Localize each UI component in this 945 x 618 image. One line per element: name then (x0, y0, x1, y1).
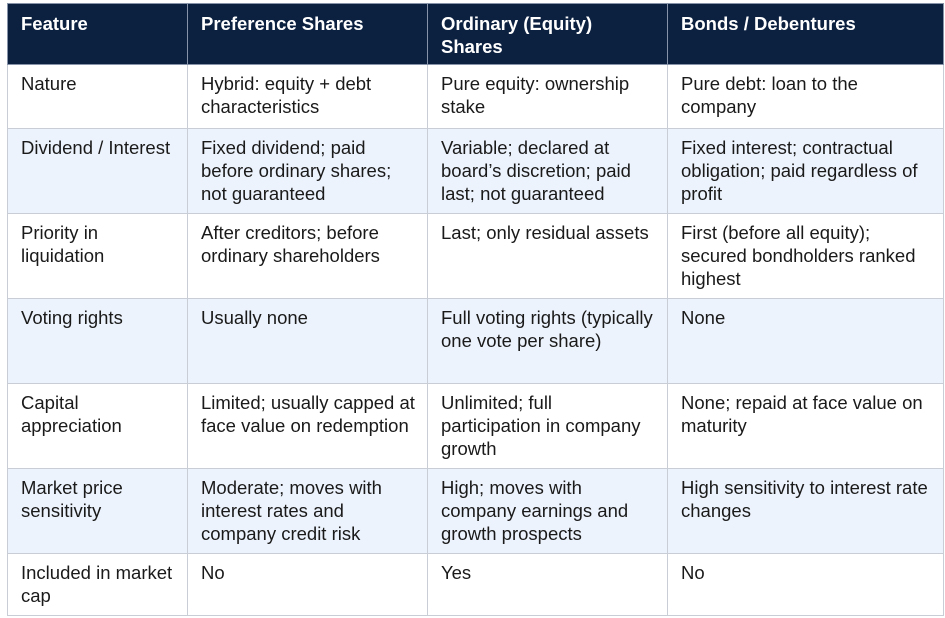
table-container: Feature Preference Shares Ordinary (Equity… (7, 3, 944, 616)
table-cell: Variable; declared at board’s discretion… (427, 128, 668, 214)
table-cell: Last; only residual assets (427, 213, 668, 299)
header-cell: Feature (7, 3, 188, 65)
table-cell: Yes (427, 553, 668, 616)
table-cell: No (667, 553, 944, 616)
table-cell: Unlimited; full participation in company… (427, 383, 668, 469)
row-label: Included in market cap (7, 553, 188, 616)
row-label: Market price sensitivity (7, 468, 188, 554)
row-label: Capital appreciation (7, 383, 188, 469)
table-cell: High; moves with company earnings and gr… (427, 468, 668, 554)
table-cell: After creditors; before ordinary shareho… (187, 213, 428, 299)
table-cell: Moderate; moves with interest rates and … (187, 468, 428, 554)
row-label: Nature (7, 64, 188, 129)
header-row: Feature Preference Shares Ordinary (Equity… (7, 3, 944, 65)
table-cell: Usually none (187, 298, 428, 384)
table-cell: High sensitivity to interest rate change… (667, 468, 944, 554)
table-cell: Fixed dividend; paid before ordinary sha… (187, 128, 428, 214)
table-cell: Fixed interest; contractual obligation; … (667, 128, 944, 214)
table-row: Priority in liquidation After creditors; … (7, 213, 944, 299)
table-cell: No (187, 553, 428, 616)
table-head: Feature Preference Shares Ordinary (Equity… (7, 3, 944, 65)
table-row: Voting rights Usually none Full voting rig… (7, 298, 944, 384)
header-cell: Ordinary (Equity) Shares (427, 3, 668, 65)
table-row: Nature Hybrid: equity + debt characterist… (7, 64, 944, 129)
table-cell: Limited; usually capped at face value on… (187, 383, 428, 469)
table-cell: None; repaid at face value on maturity (667, 383, 944, 469)
header-cell: Bonds / Debentures (667, 3, 944, 65)
row-label: Voting rights (7, 298, 188, 384)
row-label: Dividend / Interest (7, 128, 188, 214)
table-cell: Full voting rights (typically one vote p… (427, 298, 668, 384)
table-cell: Hybrid: equity + debt characteristics (187, 64, 428, 129)
comparison-table: Feature Preference Shares Ordinary (Equity… (7, 3, 944, 616)
table-row: Market price sensitivity Moderate; moves … (7, 468, 944, 554)
table-body: Nature Hybrid: equity + debt characterist… (7, 64, 944, 616)
table-row: Included in market cap No Yes No (7, 553, 944, 616)
table-cell: Pure equity: ownership stake (427, 64, 668, 129)
table-cell: Pure debt: loan to the company (667, 64, 944, 129)
table-row: Dividend / Interest Fixed dividend; paid … (7, 128, 944, 214)
table-cell: First (before all equity); secured bondh… (667, 213, 944, 299)
table-row: Capital appreciation Limited; usually cap… (7, 383, 944, 469)
row-label: Priority in liquidation (7, 213, 188, 299)
table-cell: None (667, 298, 944, 384)
header-cell: Preference Shares (187, 3, 428, 65)
